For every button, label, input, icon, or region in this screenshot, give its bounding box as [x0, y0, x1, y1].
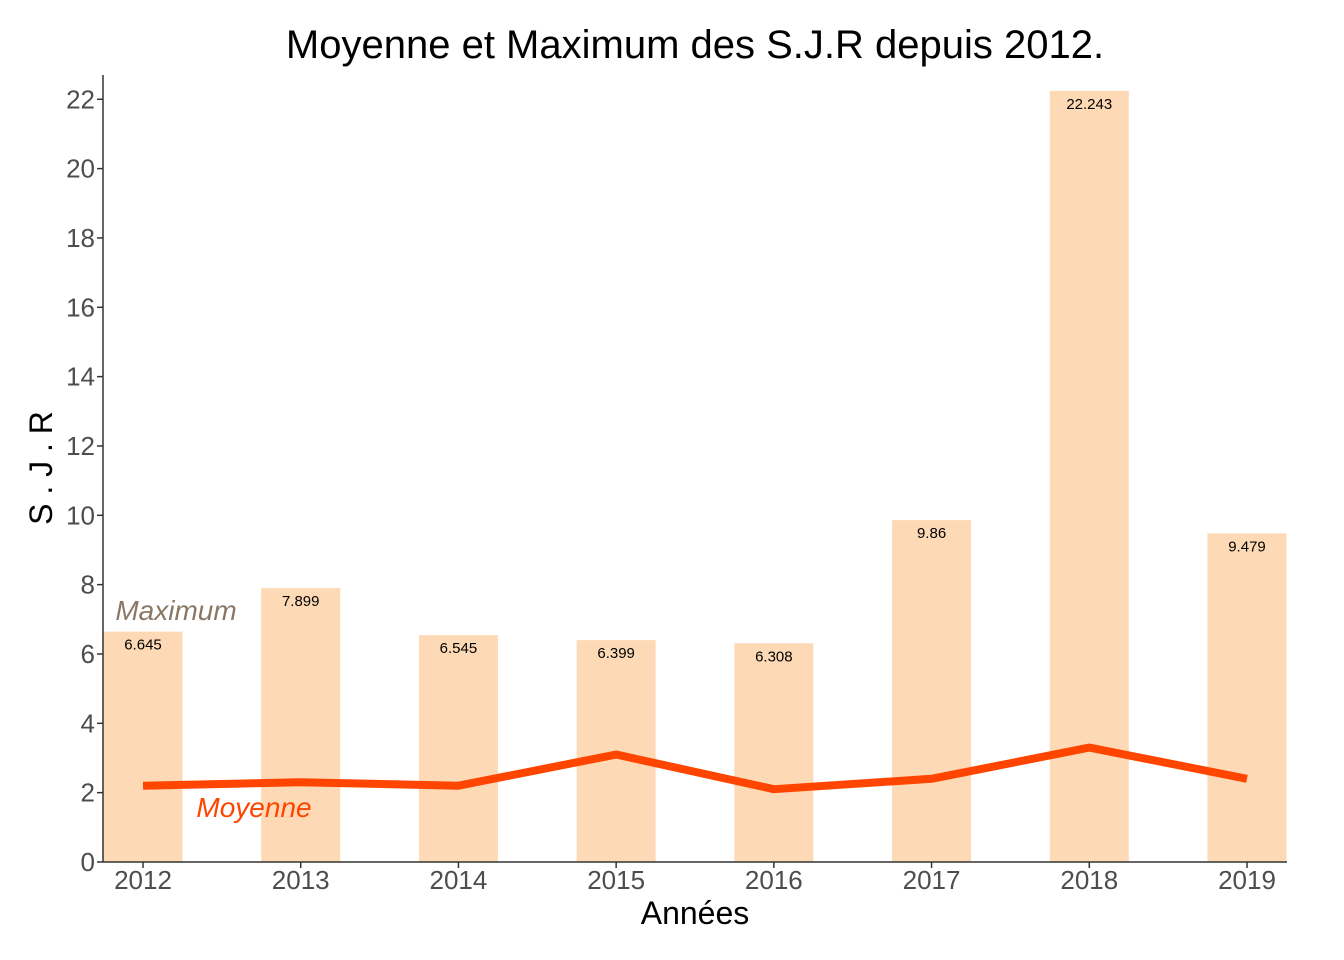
bar-2017 [892, 520, 972, 862]
y-ticks-group: 0 2 4 6 8 10 12 14 16 18 20 22 [66, 84, 103, 877]
bar-2012 [103, 631, 183, 862]
x-tick-label-2017: 2017 [903, 865, 961, 895]
y-tick-label-20: 20 [66, 154, 95, 184]
x-tick-label-2012: 2012 [114, 865, 172, 895]
x-tick-label-2014: 2014 [430, 865, 488, 895]
x-tick-label-2016: 2016 [745, 865, 803, 895]
y-axis-title: S . J . R [23, 411, 59, 525]
chart-title: Moyenne et Maximum des S.J.R depuis 2012… [286, 23, 1104, 67]
bar-label-2014: 6.545 [440, 640, 478, 657]
bar-labels-group: 6.645 7.899 6.545 6.399 6.308 9.86 22.243 9.479 [124, 96, 1266, 665]
bar-label-2018: 22.243 [1066, 96, 1112, 113]
annotation-maximum: Maximum [115, 595, 236, 626]
y-tick-label-2: 2 [81, 778, 95, 808]
x-tick-label-2013: 2013 [272, 865, 330, 895]
y-tick-label-16: 16 [66, 292, 95, 322]
bar-2018 [1049, 90, 1129, 863]
y-tick-label-14: 14 [66, 362, 95, 392]
bar-label-2015: 6.399 [597, 645, 635, 662]
x-axis-title: Années [641, 895, 750, 931]
x-tick-label-2019: 2019 [1218, 865, 1276, 895]
x-ticks-group: 2012 2013 2014 2015 2016 2017 2018 2019 [114, 862, 1276, 895]
line-layer [142, 743, 1248, 794]
bar-2019 [1207, 533, 1287, 862]
y-tick-label-10: 10 [66, 500, 95, 530]
y-tick-label-12: 12 [66, 431, 95, 461]
y-tick-label-4: 4 [81, 708, 95, 738]
bar-label-2017: 9.86 [917, 525, 946, 542]
y-tick-label-18: 18 [66, 223, 95, 253]
bar-2016 [734, 643, 814, 862]
annotation-moyenne: Moyenne [196, 792, 311, 823]
x-tick-label-2018: 2018 [1060, 865, 1118, 895]
y-tick-label-0: 0 [81, 847, 95, 877]
y-tick-label-6: 6 [81, 639, 95, 669]
bar-label-2012: 6.645 [124, 637, 162, 654]
y-tick-label-8: 8 [81, 570, 95, 600]
moyenne-line [142, 743, 1248, 794]
bar-label-2013: 7.899 [282, 593, 320, 610]
bar-2014 [418, 635, 498, 862]
x-tick-label-2015: 2015 [587, 865, 645, 895]
y-tick-label-22: 22 [66, 84, 95, 114]
bars-group [103, 90, 1287, 863]
bar-label-2016: 6.308 [755, 648, 793, 665]
bar-label-2019: 9.479 [1228, 538, 1266, 555]
bar-2013 [261, 588, 341, 862]
